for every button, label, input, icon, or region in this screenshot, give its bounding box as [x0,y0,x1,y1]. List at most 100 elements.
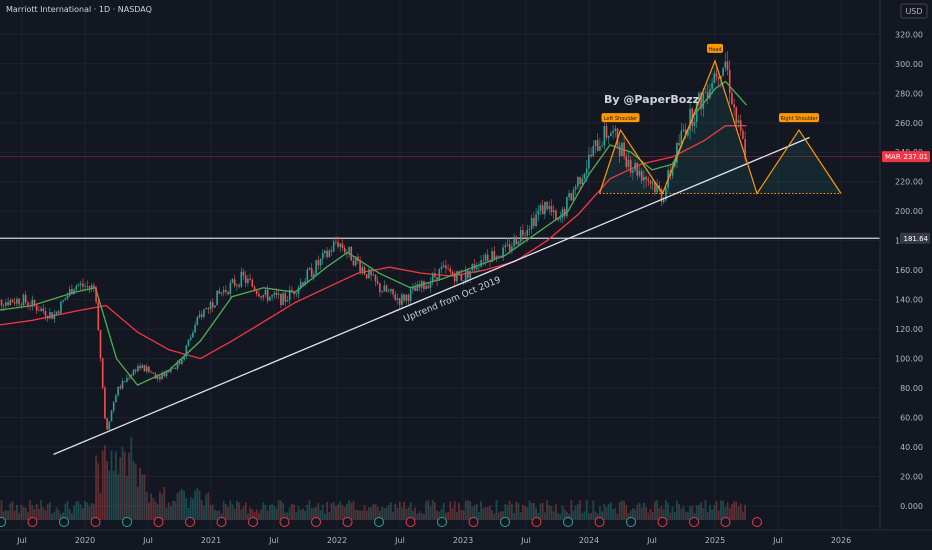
volume-bar [161,494,163,520]
event-marker-21[interactable] [657,517,668,527]
volume-bar [550,506,553,520]
y-tick-7: 140.00 [895,296,923,305]
volume-bar [691,505,694,520]
event-marker-6[interactable] [185,517,195,527]
candle-body [387,291,390,292]
candle-body [423,281,425,290]
candle-body [86,286,89,287]
volume-bar [62,512,64,520]
volume-bar [572,510,575,520]
volume-bar [238,502,240,520]
volume-bar [332,502,335,520]
volume-bar [117,474,119,520]
event-marker-20[interactable] [626,517,636,527]
currency-button[interactable]: USD [905,7,922,16]
candle-body [390,288,392,292]
candle-body [434,273,436,278]
event-marker-12[interactable] [374,517,384,527]
volume-bar [308,500,311,520]
volume-bar [143,474,146,520]
event-marker-10[interactable] [311,517,321,527]
candle-body [27,302,29,306]
candle-body [222,289,225,293]
volume-bar [621,500,623,520]
volume-bar [176,493,179,520]
candle-body [566,197,568,217]
uptrend-line[interactable] [53,136,810,456]
candle-body [174,368,177,369]
volume-bar [227,506,229,520]
pattern-outline[interactable] [598,59,842,195]
event-markers[interactable] [0,517,762,527]
event-marker-23[interactable] [720,517,731,527]
event-marker-11[interactable] [342,517,353,527]
volume-bar [381,506,383,520]
event-marker-7[interactable] [216,517,227,527]
volume-bar [231,504,234,520]
event-marker-18[interactable] [563,517,573,527]
candle-body [737,120,740,123]
event-marker-16[interactable] [500,517,510,527]
volume-bar [310,508,313,520]
volume-bar [5,510,7,520]
candle-body [229,282,232,294]
event-marker-0[interactable] [0,517,6,527]
event-marker-13[interactable] [405,517,416,527]
volume-bar [594,511,597,520]
event-marker-2[interactable] [59,517,69,527]
event-marker-8[interactable] [248,517,258,527]
pattern-area [599,60,841,194]
event-marker-19[interactable] [594,517,605,527]
candle-body [682,129,685,131]
x-tick-7: 2023 [453,536,473,545]
volume-bar [266,510,269,520]
event-marker-4[interactable] [122,517,132,527]
volume-bar [423,513,425,520]
candle-body [504,245,507,248]
right-shoulder-tag[interactable]: Right Shoulder [779,113,819,123]
candle-body [82,283,84,287]
pattern-layer[interactable] [598,59,842,195]
volume-bar [141,474,144,520]
event-marker-3[interactable] [90,517,101,527]
event-marker-15[interactable] [468,517,479,527]
candle-body [676,142,678,163]
candle-body [544,201,546,215]
event-marker-24[interactable] [752,517,762,527]
currency-button-frame[interactable] [900,3,928,19]
trendline-layer[interactable] [53,136,810,456]
candle-body [53,314,56,319]
candle-body [249,278,251,281]
candle-body [559,217,562,220]
volume-bar [115,451,117,520]
event-marker-5[interactable] [153,517,164,527]
event-marker-1[interactable] [27,517,38,527]
candle-body [601,145,603,147]
event-marker-17[interactable] [531,517,542,527]
volume-bar [354,509,357,520]
volume-bar [46,504,49,520]
volume-bar [599,505,601,520]
event-marker-9[interactable] [279,517,290,527]
volume-bar [374,504,377,520]
left-shoulder-tag[interactable]: Left Shoulder [601,113,640,123]
volume-bar [704,500,707,520]
candle-body [447,268,449,269]
head-tag[interactable]: Head [707,43,723,53]
volume-bar [167,502,170,520]
candle-body [253,286,256,291]
left-shoulder-box [601,113,640,123]
volume-bar [502,511,504,520]
x-tick-11: 2025 [705,536,725,545]
candle-body [73,289,75,295]
event-marker-14[interactable] [437,517,447,527]
candle-body [689,108,691,131]
volume-bar [482,508,485,520]
candle-body [108,421,111,430]
event-marker-22[interactable] [689,517,699,527]
chart-title: Marriott International · 1D · NASDAQ [6,5,152,14]
candle-body [284,293,287,302]
candle-body [623,142,625,157]
candle-body [662,199,665,203]
